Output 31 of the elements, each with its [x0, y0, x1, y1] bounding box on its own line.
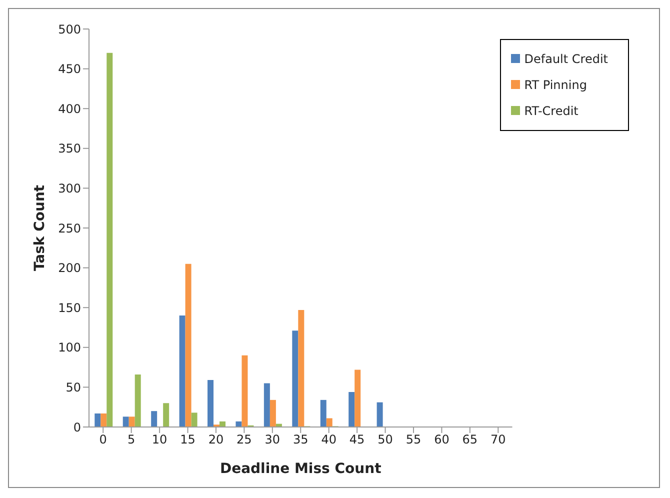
y-tick-label: 100	[58, 340, 81, 355]
x-tick-label: 5	[128, 432, 136, 447]
x-tick-label: 70	[490, 432, 506, 447]
x-axis-title: Deadline Miss Count	[220, 461, 382, 477]
legend-label: Default Credit	[524, 52, 608, 66]
y-tick-label: 250	[58, 221, 81, 236]
y-axis-title: Task Count	[32, 184, 48, 272]
x-tick-label: 50	[378, 432, 393, 447]
y-tick-label: 450	[58, 62, 81, 76]
x-tick-label: 15	[180, 432, 196, 447]
x-tick-label: 10	[152, 432, 168, 447]
x-tick-label: 60	[434, 432, 450, 447]
y-tick-label: 350	[58, 142, 81, 156]
x-tick-label: 20	[208, 432, 224, 447]
x-tick-label: 65	[462, 432, 478, 447]
y-tick-label: 300	[58, 181, 81, 196]
x-tick-label: 55	[406, 432, 422, 447]
x-tick-label: 45	[349, 432, 365, 447]
y-tick-label: 500	[58, 22, 81, 36]
y-tick-label: 150	[58, 300, 81, 315]
legend-label: RT Pinning	[524, 78, 587, 92]
y-tick-label: 400	[58, 102, 81, 116]
x-tick-label: 30	[264, 432, 280, 447]
y-tick-label: 50	[66, 380, 81, 394]
x-tick-label: 35	[292, 432, 308, 447]
y-tick-label: 200	[58, 261, 81, 276]
x-tick-label: 0	[99, 432, 107, 447]
x-tick-label: 40	[321, 432, 336, 447]
x-tick-label: 25	[236, 432, 252, 447]
legend-label: RT-Credit	[524, 104, 578, 118]
y-tick-label: 0	[73, 420, 81, 434]
